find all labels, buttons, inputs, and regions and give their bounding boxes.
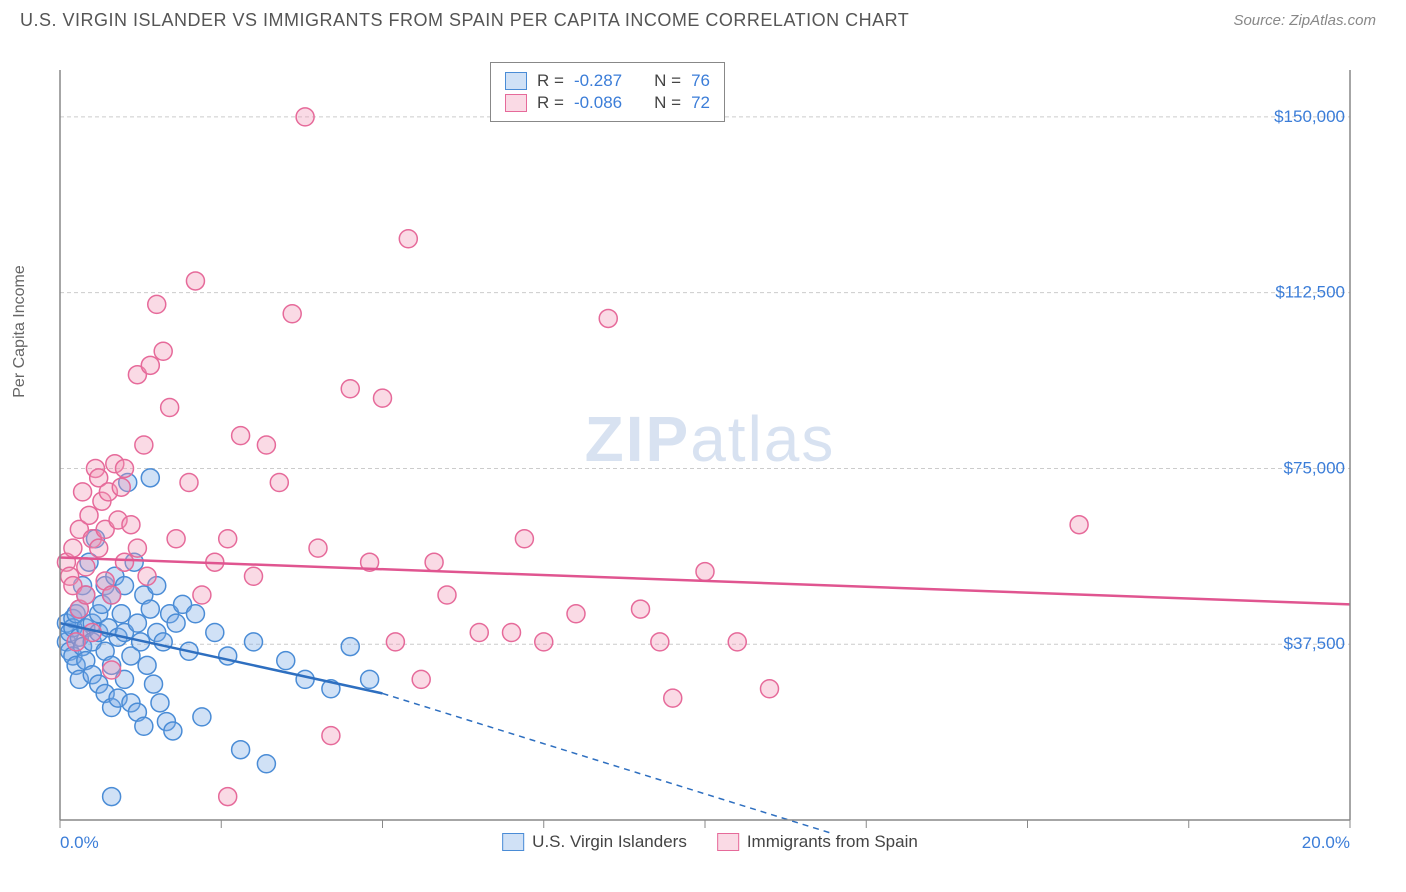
legend-item-series2: Immigrants from Spain	[717, 832, 918, 852]
stats-row-series2: R = -0.086 N = 72	[505, 93, 710, 113]
chart-title: U.S. VIRGIN ISLANDER VS IMMIGRANTS FROM …	[20, 10, 909, 31]
legend-swatch-series2	[717, 833, 739, 851]
legend-swatch-series1	[502, 833, 524, 851]
scatter-plot: $37,500 $75,000 $112,500 $150,000 0.0% 20.0%	[50, 60, 1370, 850]
swatch-series2	[505, 94, 527, 112]
legend-label-series1: U.S. Virgin Islanders	[532, 832, 687, 852]
correlation-stats-box: R = -0.287 N = 76 R = -0.086 N = 72	[490, 62, 725, 122]
svg-text:$150,000: $150,000	[1274, 107, 1345, 126]
bottom-legend: U.S. Virgin Islanders Immigrants from Sp…	[502, 832, 918, 852]
swatch-series1	[505, 72, 527, 90]
y-axis-label: Per Capita Income	[11, 265, 29, 398]
source-attribution: Source: ZipAtlas.com	[1233, 12, 1376, 29]
svg-text:$112,500: $112,500	[1275, 283, 1345, 302]
svg-text:$75,000: $75,000	[1284, 458, 1345, 477]
svg-text:20.0%: 20.0%	[1302, 833, 1350, 850]
chart-container: Per Capita Income $37,500$75,000$112,500…	[50, 60, 1370, 850]
svg-text:0.0%: 0.0%	[60, 833, 99, 850]
svg-text:$37,500: $37,500	[1284, 634, 1345, 653]
legend-label-series2: Immigrants from Spain	[747, 832, 918, 852]
stats-row-series1: R = -0.287 N = 76	[505, 71, 710, 91]
legend-item-series1: U.S. Virgin Islanders	[502, 832, 687, 852]
